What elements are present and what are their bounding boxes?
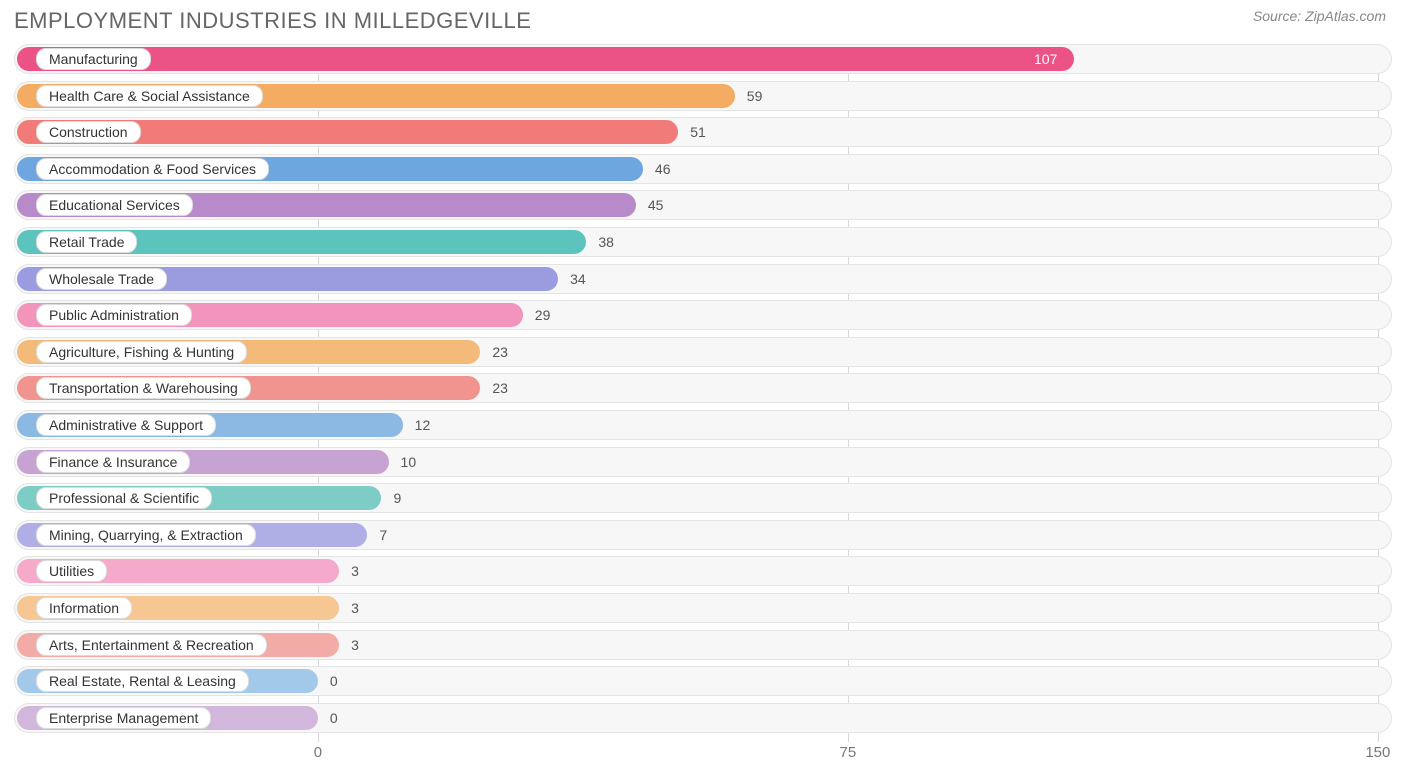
bar-value: 0: [330, 710, 338, 726]
bar-value: 38: [598, 234, 614, 250]
bar-label: Accommodation & Food Services: [36, 158, 269, 180]
bar-row: Utilities 3: [14, 556, 1392, 586]
bar-row: Manufacturing 107: [14, 44, 1392, 74]
bar-row: Accommodation & Food Services 46: [14, 154, 1392, 184]
bar-row: Enterprise Management 0: [14, 703, 1392, 733]
bar-label: Transportation & Warehousing: [36, 377, 251, 399]
x-axis: 0 75 150: [14, 742, 1392, 766]
bar-value: 23: [492, 380, 508, 396]
axis-tick: 75: [840, 744, 857, 761]
bar-label: Construction: [36, 121, 141, 143]
bar-value: 9: [393, 490, 401, 506]
bar-value: 34: [570, 271, 586, 287]
bar-value: 107: [1034, 51, 1057, 67]
bar-row: Health Care & Social Assistance 59: [14, 81, 1392, 111]
bar-label: Finance & Insurance: [36, 451, 190, 473]
chart-plot: Manufacturing107Health Care & Social Ass…: [14, 44, 1392, 742]
chart-title: EMPLOYMENT INDUSTRIES IN MILLEDGEVILLE: [14, 8, 531, 34]
bar-label: Utilities: [36, 560, 107, 582]
bar-value: 46: [655, 161, 671, 177]
chart-header: EMPLOYMENT INDUSTRIES IN MILLEDGEVILLE S…: [0, 0, 1406, 38]
bar-row: Transportation & Warehousing 23: [14, 373, 1392, 403]
bar-label: Educational Services: [36, 194, 193, 216]
bar-row: Retail Trade 38: [14, 227, 1392, 257]
bar-row: Administrative & Support 12: [14, 410, 1392, 440]
bar-value: 12: [415, 417, 431, 433]
bar-row: Educational Services 45: [14, 190, 1392, 220]
bar-label: Health Care & Social Assistance: [36, 85, 263, 107]
bar-value: 3: [351, 637, 359, 653]
chart-area: Manufacturing107Health Care & Social Ass…: [14, 44, 1392, 742]
bar-label: Manufacturing: [36, 48, 151, 70]
bar-row: Public Administration 29: [14, 300, 1392, 330]
bar-value: 3: [351, 600, 359, 616]
bar-row: Wholesale Trade 34: [14, 264, 1392, 294]
bar-value: 51: [690, 124, 706, 140]
bar-label: Information: [36, 597, 132, 619]
bar-label: Administrative & Support: [36, 414, 216, 436]
bar-row: Mining, Quarrying, & Extraction 7: [14, 520, 1392, 550]
bar-value: 0: [330, 673, 338, 689]
bar-row: Real Estate, Rental & Leasing 0: [14, 666, 1392, 696]
bar-label: Arts, Entertainment & Recreation: [36, 634, 267, 656]
bar-label: Enterprise Management: [36, 707, 211, 729]
bar-label: Wholesale Trade: [36, 268, 167, 290]
bar-label: Retail Trade: [36, 231, 137, 253]
bar-value: 10: [401, 454, 417, 470]
bar-value: 59: [747, 88, 763, 104]
bar-row: Information 3: [14, 593, 1392, 623]
bar-row: Finance & Insurance 10: [14, 447, 1392, 477]
axis-tick: 150: [1365, 744, 1390, 761]
bar-label: Professional & Scientific: [36, 487, 212, 509]
bar-value: 23: [492, 344, 508, 360]
bar-row: Construction 51: [14, 117, 1392, 147]
bar-value: 3: [351, 563, 359, 579]
chart-source: Source: ZipAtlas.com: [1253, 8, 1386, 24]
bar-label: Mining, Quarrying, & Extraction: [36, 524, 256, 546]
bar-value: 45: [648, 197, 664, 213]
axis-tick: 0: [314, 744, 322, 761]
bar-value: 7: [379, 527, 387, 543]
bar-row: Professional & Scientific 9: [14, 483, 1392, 513]
bar-value: 29: [535, 307, 551, 323]
bar-row: Arts, Entertainment & Recreation 3: [14, 630, 1392, 660]
bar-fill: [17, 47, 1074, 71]
bar-label: Real Estate, Rental & Leasing: [36, 670, 249, 692]
bar-label: Agriculture, Fishing & Hunting: [36, 341, 247, 363]
bar-row: Agriculture, Fishing & Hunting 23: [14, 337, 1392, 367]
bar-label: Public Administration: [36, 304, 192, 326]
